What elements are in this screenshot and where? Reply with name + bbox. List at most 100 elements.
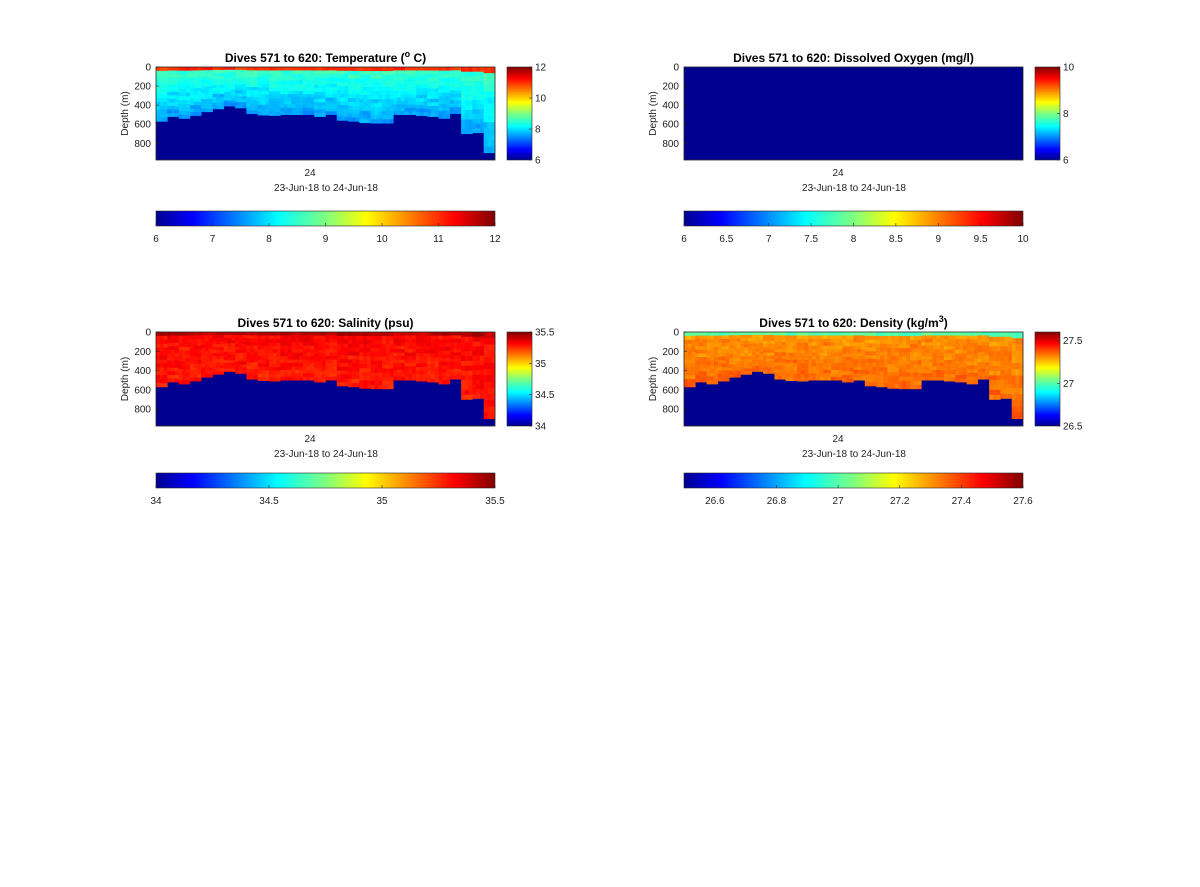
heatmap-cell xyxy=(374,332,379,337)
heatmap-cell xyxy=(378,83,383,88)
heatmap-cell xyxy=(299,111,304,115)
heatmap-cell xyxy=(861,342,866,347)
heatmap-cell xyxy=(171,91,176,96)
heatmap-cell xyxy=(853,362,858,367)
heatmap-cell xyxy=(261,67,266,71)
heatmap-cell xyxy=(981,338,986,343)
heatmap-cell xyxy=(340,74,345,79)
heatmap-cell xyxy=(351,335,356,341)
heatmap-cell xyxy=(423,98,428,103)
heatmap-cell xyxy=(691,359,696,364)
heatmap-cell xyxy=(302,77,307,81)
colorbar-tick-label: 6 xyxy=(1063,156,1069,167)
heatmap-cell xyxy=(295,366,300,371)
heatmap-cell xyxy=(223,94,228,99)
heatmap-cell xyxy=(223,363,228,367)
heatmap-cell xyxy=(958,364,964,369)
heatmap-cell xyxy=(220,96,225,101)
heatmap-cell xyxy=(491,387,496,395)
heatmap-cell xyxy=(314,367,319,372)
heatmap-cell xyxy=(487,338,492,345)
heatmap-cell xyxy=(955,346,960,351)
heatmap-cell xyxy=(235,84,240,88)
heatmap-cell xyxy=(314,374,319,379)
heatmap-cell xyxy=(366,340,371,345)
heatmap-cell xyxy=(415,67,420,71)
heatmap-cell xyxy=(763,364,768,368)
heatmap-cell xyxy=(687,383,692,388)
heatmap-cell xyxy=(193,339,198,343)
heatmap-cell xyxy=(314,371,319,376)
heatmap-cell xyxy=(378,107,383,112)
heatmap-cell xyxy=(695,335,700,340)
heatmap-cell xyxy=(351,105,356,111)
heatmap-cell xyxy=(955,364,960,369)
heatmap-cell xyxy=(849,346,854,351)
heatmap-cell xyxy=(208,73,213,77)
heatmap-cell xyxy=(453,348,458,353)
heatmap-cell xyxy=(951,332,956,336)
heatmap-cell xyxy=(291,338,296,343)
heatmap-cell xyxy=(1000,379,1005,385)
heatmap-cell xyxy=(412,335,417,340)
heatmap-cell xyxy=(864,339,869,344)
heatmap-cell xyxy=(174,102,179,107)
heatmap-cell xyxy=(397,80,402,85)
heatmap-cell xyxy=(242,361,247,365)
heatmap-cell xyxy=(740,332,745,336)
heatmap-cell xyxy=(857,332,862,336)
heatmap-cell xyxy=(287,67,292,71)
heatmap-cell xyxy=(291,77,296,81)
heatmap-cell xyxy=(438,74,443,79)
heatmap-cell xyxy=(491,381,496,389)
heatmap-cell xyxy=(261,342,266,347)
heatmap-cell xyxy=(242,90,247,94)
heatmap-cell xyxy=(193,108,198,113)
heatmap-cell xyxy=(325,87,330,92)
heatmap-cell xyxy=(778,369,783,373)
heatmap-cell xyxy=(189,374,194,378)
heatmap-cell xyxy=(404,101,409,105)
heatmap-cell xyxy=(838,345,843,350)
heatmap-cell xyxy=(1019,356,1024,364)
heatmap-cell xyxy=(167,77,172,82)
heatmap-cell xyxy=(744,344,749,348)
heatmap-cell xyxy=(891,372,896,377)
heatmap-cell xyxy=(853,349,858,353)
heatmap-cell xyxy=(216,371,221,375)
heatmap-cell xyxy=(800,367,805,371)
heatmap-cell xyxy=(702,342,707,347)
heatmap-cell xyxy=(804,370,809,375)
heatmap-cell xyxy=(269,91,274,96)
heatmap-cell xyxy=(299,338,304,343)
heatmap-cell xyxy=(898,356,903,361)
heatmap-cell xyxy=(823,356,828,360)
heatmap-cell xyxy=(363,106,368,112)
heatmap-cell xyxy=(253,338,258,343)
heatmap-cell xyxy=(302,80,307,85)
heatmap-cell xyxy=(197,346,202,350)
heatmap-cell xyxy=(189,84,194,89)
heatmap-cell xyxy=(238,352,243,356)
heatmap-cell xyxy=(453,73,458,78)
heatmap-cell xyxy=(393,376,398,381)
heatmap-cell xyxy=(714,369,719,374)
heatmap-cell xyxy=(212,344,217,348)
heatmap-cell xyxy=(310,366,315,371)
heatmap-cell xyxy=(204,70,210,74)
heatmap-cell xyxy=(382,111,387,116)
heatmap-cell xyxy=(778,352,783,356)
heatmap-cell xyxy=(936,342,941,347)
heatmap-cell xyxy=(842,335,847,340)
heatmap-cell xyxy=(812,352,817,357)
heatmap-cell xyxy=(253,352,258,356)
heatmap-cell xyxy=(774,372,779,377)
heatmap-cell xyxy=(363,348,368,353)
heatmap-cell xyxy=(197,67,202,71)
heatmap-cell xyxy=(729,341,734,346)
heatmap-cell xyxy=(374,99,379,104)
heatmap-cell xyxy=(928,359,933,364)
heatmap-cell xyxy=(189,356,194,361)
heatmap-cell xyxy=(204,92,210,97)
heatmap-cell xyxy=(695,353,700,358)
